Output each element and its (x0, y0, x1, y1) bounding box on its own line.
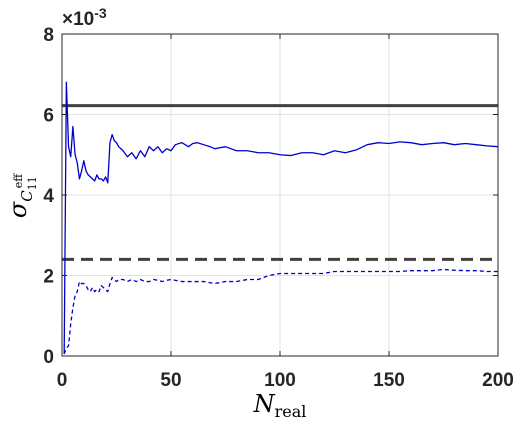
reference-lines (62, 104, 498, 261)
x-axis-title: Nreal (253, 390, 307, 421)
y-tick-label: 8 (43, 25, 54, 46)
y-tick-label: 2 (43, 267, 54, 288)
y-axis-title-sub-sub: 11 (26, 176, 39, 190)
grid-lines (61, 33, 499, 357)
series-line-dashed (63, 268, 498, 355)
y-multiplier-base: ×10 (62, 9, 94, 30)
x-axis-title-main: N (253, 390, 276, 418)
y-axis-title: σC11eff (4, 173, 39, 218)
y-axis-title-sub-sup: eff (12, 173, 25, 189)
x-tick-label: 150 (373, 370, 405, 391)
x-tick-label: 0 (57, 370, 68, 391)
y-multiplier-exponent: -3 (94, 5, 107, 21)
y-axis-title-sub: C (18, 190, 36, 202)
series-line-solid (63, 81, 499, 354)
y-tick-label: 4 (43, 186, 54, 207)
y-tick-label: 0 (43, 347, 54, 368)
y-axis-title-main: σ (4, 201, 32, 218)
x-tick-label: 200 (482, 370, 514, 391)
series-lines (63, 81, 499, 355)
y-multiplier: ×10-3 (62, 5, 107, 30)
y-tick-label: 6 (43, 106, 54, 127)
axis-ticks: 0 50 100 150 200 0 2 4 6 8 (43, 25, 513, 391)
x-axis-title-sub: real (275, 402, 307, 421)
x-tick-label: 50 (160, 370, 181, 391)
x-tick-label: 100 (264, 370, 296, 391)
